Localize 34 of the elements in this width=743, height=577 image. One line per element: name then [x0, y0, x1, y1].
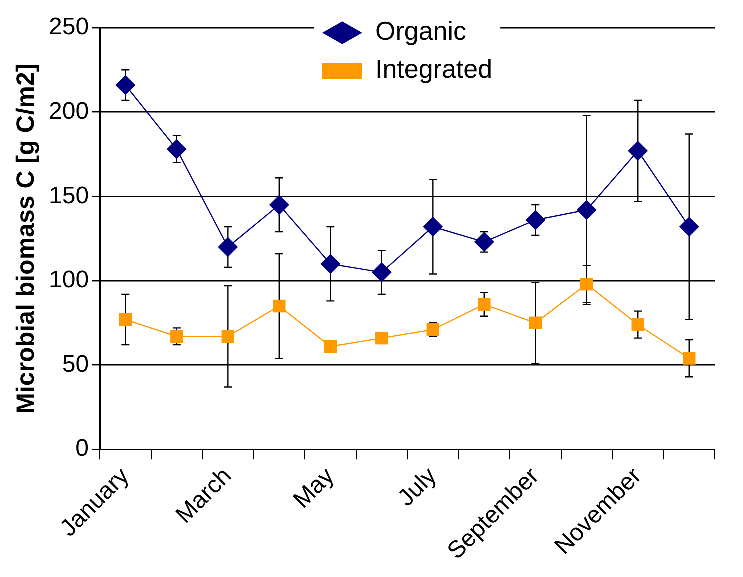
point	[526, 210, 546, 230]
legend-label: Integrated	[375, 54, 493, 84]
y-tick-label: 150	[48, 182, 90, 210]
point	[166, 139, 187, 160]
point	[580, 278, 594, 291]
x-tick-label: July	[392, 462, 442, 512]
x-tick-label: May	[288, 462, 340, 514]
point	[679, 217, 700, 238]
y-tick-label: 50	[62, 350, 90, 378]
point	[376, 332, 388, 345]
point	[478, 298, 491, 311]
y-tick-label: 100	[48, 266, 90, 294]
point	[474, 232, 494, 252]
point	[269, 195, 290, 216]
point	[423, 217, 444, 238]
point	[119, 313, 132, 326]
y-tick-label: 250	[48, 14, 90, 41]
point	[632, 318, 644, 332]
y-tick-label: 200	[48, 98, 90, 125]
point	[116, 75, 136, 96]
point	[273, 300, 286, 313]
y-axis-title: Microbial biomass C [g C/m2]	[12, 64, 40, 414]
point	[170, 330, 184, 343]
point	[218, 237, 238, 258]
point	[372, 262, 392, 283]
point	[320, 254, 341, 274]
point	[529, 316, 542, 330]
point	[683, 352, 696, 365]
point	[324, 340, 338, 354]
y-tick-label: 0	[76, 435, 90, 462]
legend-label: Organic	[375, 16, 467, 46]
point	[628, 141, 648, 162]
point	[576, 200, 597, 220]
point	[222, 330, 235, 343]
